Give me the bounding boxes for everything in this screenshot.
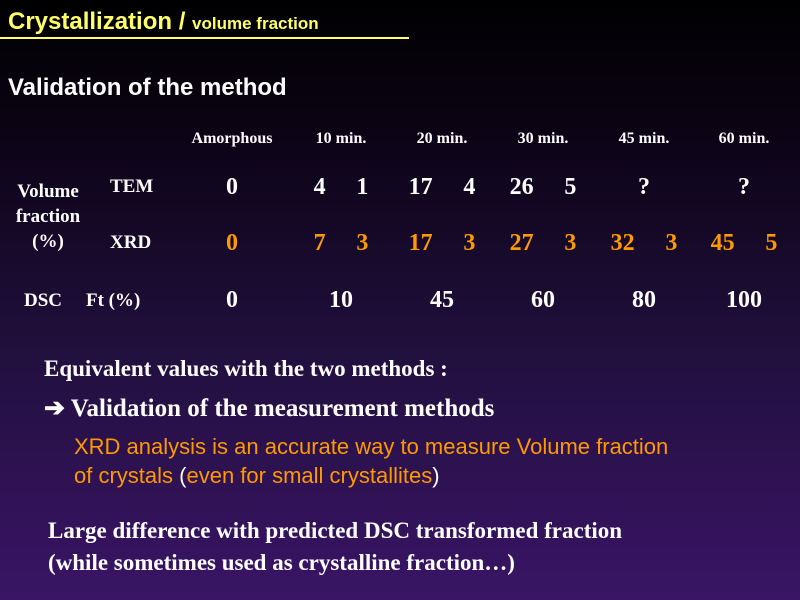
tem-row-label: TEM [110, 176, 154, 197]
volume-fraction-label: Volume fraction (%) [10, 179, 86, 254]
volume-fraction-label-line1: Volume [17, 181, 79, 202]
xrd-analysis-close-paren: ) [432, 463, 440, 488]
header-10min: 10 min. [315, 130, 367, 147]
title-underline [0, 37, 409, 39]
large-difference-line2: (while sometimes used as crystalline fra… [48, 550, 515, 575]
header-45min: 45 min. [618, 130, 670, 147]
tem-value-20min: 17  4 [409, 174, 476, 200]
large-difference-text: Large difference with predicted DSC tran… [48, 515, 768, 579]
large-difference-line1: Large difference with predicted DSC tran… [48, 518, 623, 543]
header-amorphous: Amorphous [191, 130, 273, 147]
tem-value-10min: 4  1 [314, 174, 369, 200]
tem-value-30min: 26  5 [510, 174, 577, 200]
xrd-value-60min: 45  5 [711, 230, 778, 256]
dsc-value-60min: 100 [726, 287, 762, 313]
validation-line: ➔ Validation of the measurement methods [44, 393, 494, 423]
slide-title: Crystallization / volume fraction [8, 8, 319, 36]
xrd-row-label: XRD [110, 232, 152, 253]
xrd-value-45min: 32  3 [611, 230, 678, 256]
xrd-value-10min: 7  3 [314, 230, 369, 256]
header-30min: 30 min. [517, 130, 569, 147]
volume-fraction-label-line3: (%) [32, 231, 64, 252]
dsc-row-sublabel: Ft (%) [86, 290, 141, 311]
tem-value-45min: ? [638, 174, 650, 200]
volume-fraction-label-line2: fraction [15, 206, 81, 227]
tem-value-60min: ? [738, 174, 750, 200]
equivalent-values-text: Equivalent values with the two methods : [44, 356, 448, 381]
xrd-analysis-open-paren: ( [179, 463, 187, 488]
dsc-value-10min: 10 [329, 287, 353, 313]
dsc-value-20min: 45 [430, 287, 454, 313]
dsc-value-amorphous: 0 [226, 287, 238, 313]
section-heading: Validation of the method [8, 74, 287, 101]
xrd-analysis-line2: of crystals (even for small crystallites… [74, 461, 774, 490]
xrd-value-amorphous: 0 [226, 230, 238, 256]
xrd-analysis-line1: XRD analysis is an accurate way to measu… [74, 434, 669, 459]
dsc-value-45min: 80 [632, 287, 656, 313]
xrd-value-20min: 17  3 [409, 230, 476, 256]
dsc-row-label: DSC [24, 290, 63, 311]
xrd-analysis-text: XRD analysis is an accurate way to measu… [74, 432, 774, 490]
xrd-analysis-line2-a: of crystals [74, 463, 180, 488]
tem-value-amorphous: 0 [226, 174, 238, 200]
dsc-value-30min: 60 [531, 287, 555, 313]
slide-title-sub: volume fraction [192, 14, 319, 33]
slide-title-main: Crystallization / [8, 8, 193, 35]
header-20min: 20 min. [416, 130, 468, 147]
header-60min: 60 min. [718, 130, 770, 147]
xrd-value-30min: 27  3 [510, 230, 577, 256]
arrow-right-icon: ➔ [44, 395, 65, 422]
validation-text: Validation of the measurement methods [70, 395, 495, 422]
xrd-analysis-line2-c: even for small crystallites [186, 463, 433, 488]
